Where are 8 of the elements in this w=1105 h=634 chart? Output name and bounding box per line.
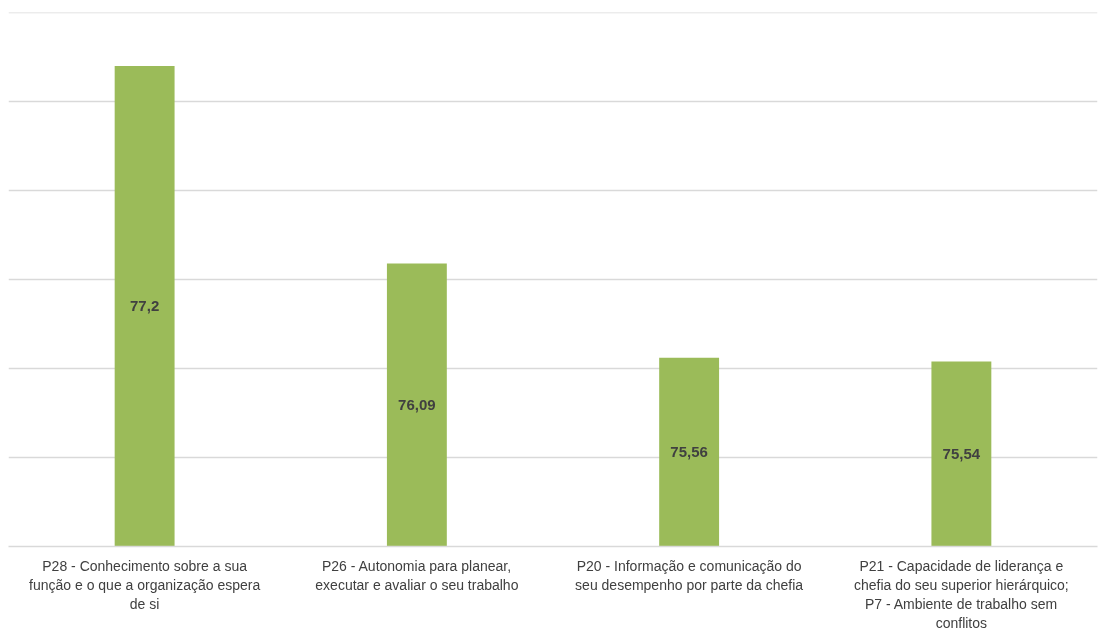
data-label: 76,09 bbox=[398, 395, 436, 413]
data-label: 75,56 bbox=[670, 443, 708, 461]
data-label: 75,54 bbox=[942, 444, 981, 462]
x-tick-label: P28 - Conhecimento sobre a sua função e o que a organização espera de si bbox=[29, 557, 261, 612]
data-label: 77,2 bbox=[130, 297, 160, 315]
x-tick-label: P20 - Informação e comunicação do seu desempenho por parte da chefia bbox=[575, 557, 804, 593]
x-tick-label: P26 - Autonomia para planear, executar e avaliar o seu trabalho bbox=[315, 557, 519, 593]
x-tick-label: P21 - Capacidade de liderança e chefia do seu superior hierárquico; P7 - Ambiente de trabalho sem conflitos bbox=[853, 557, 1069, 632]
